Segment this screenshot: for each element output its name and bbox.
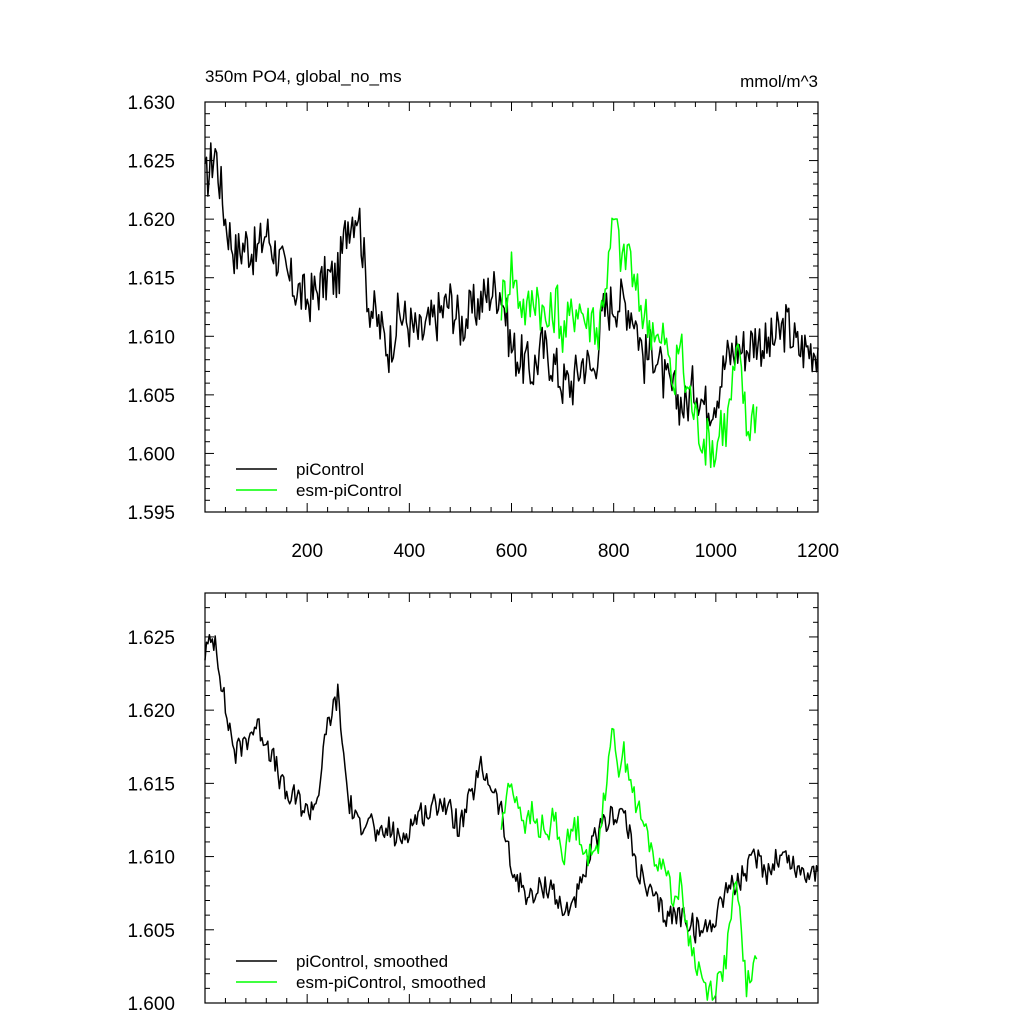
top-x-tick-label: 400	[393, 541, 425, 562]
top-x-tick-label: 600	[496, 541, 528, 562]
legend-label-picontrol: piControl	[296, 460, 364, 479]
top-y-tick-label: 1.600	[127, 444, 175, 465]
top-axis-ticks: 200 400 600 800 1000 1200 1.595 1.600 1.605 1.610…	[127, 93, 839, 562]
bottom-series-picontrol-smoothed	[204, 634, 819, 944]
bottom-y-tick-label: 1.625	[127, 628, 175, 649]
top-y-tick-label: 1.625	[127, 152, 175, 173]
top-plot-frame	[204, 101, 819, 513]
top-series-esm-picontrol	[500, 217, 758, 469]
bottom-series-lines	[204, 634, 819, 1001]
top-x-tick-label: 800	[598, 541, 630, 562]
bottom-series-esm-picontrol-smoothed	[500, 727, 758, 1001]
top-y-tick-label: 1.605	[127, 386, 175, 407]
top-x-tick-label: 200	[291, 541, 323, 562]
chart-title: 350m PO4, global_no_ms	[205, 67, 402, 86]
bottom-y-tick-label: 1.615	[127, 774, 175, 795]
top-y-tick-label: 1.595	[127, 503, 175, 524]
top-series-picontrol	[204, 142, 819, 430]
bottom-y-tick-label: 1.610	[127, 848, 175, 869]
legend-label-esm-picontrol: esm-piControl	[296, 481, 402, 500]
legend-label-picontrol-smoothed: piControl, smoothed	[296, 952, 448, 971]
bottom-panel: 1.600 1.605 1.610 1.615 1.620 1.625 piControl…	[127, 592, 819, 1015]
top-x-tick-label: 1200	[797, 541, 839, 562]
top-x-tick-label: 1000	[695, 541, 737, 562]
top-y-tick-label: 1.630	[127, 93, 175, 114]
top-y-tick-label: 1.620	[127, 210, 175, 231]
top-y-tick-label: 1.610	[127, 327, 175, 348]
top-panel: 200 400 600 800 1000 1200 1.595 1.600 1.605 1.610…	[127, 93, 839, 562]
bottom-axis-ticks: 1.600 1.605 1.610 1.615 1.620 1.625	[127, 592, 819, 1015]
top-legend: piControl esm-piControl	[236, 460, 402, 500]
legend-label-esm-picontrol-smoothed: esm-piControl, smoothed	[296, 973, 486, 992]
units-label: mmol/m^3	[740, 72, 818, 91]
bottom-y-tick-label: 1.600	[127, 994, 175, 1015]
top-series-lines	[204, 142, 819, 469]
top-y-tick-label: 1.615	[127, 269, 175, 290]
bottom-legend: piControl, smoothed esm-piControl, smoot…	[236, 952, 486, 992]
bottom-y-tick-label: 1.605	[127, 921, 175, 942]
bottom-y-tick-label: 1.620	[127, 701, 175, 722]
